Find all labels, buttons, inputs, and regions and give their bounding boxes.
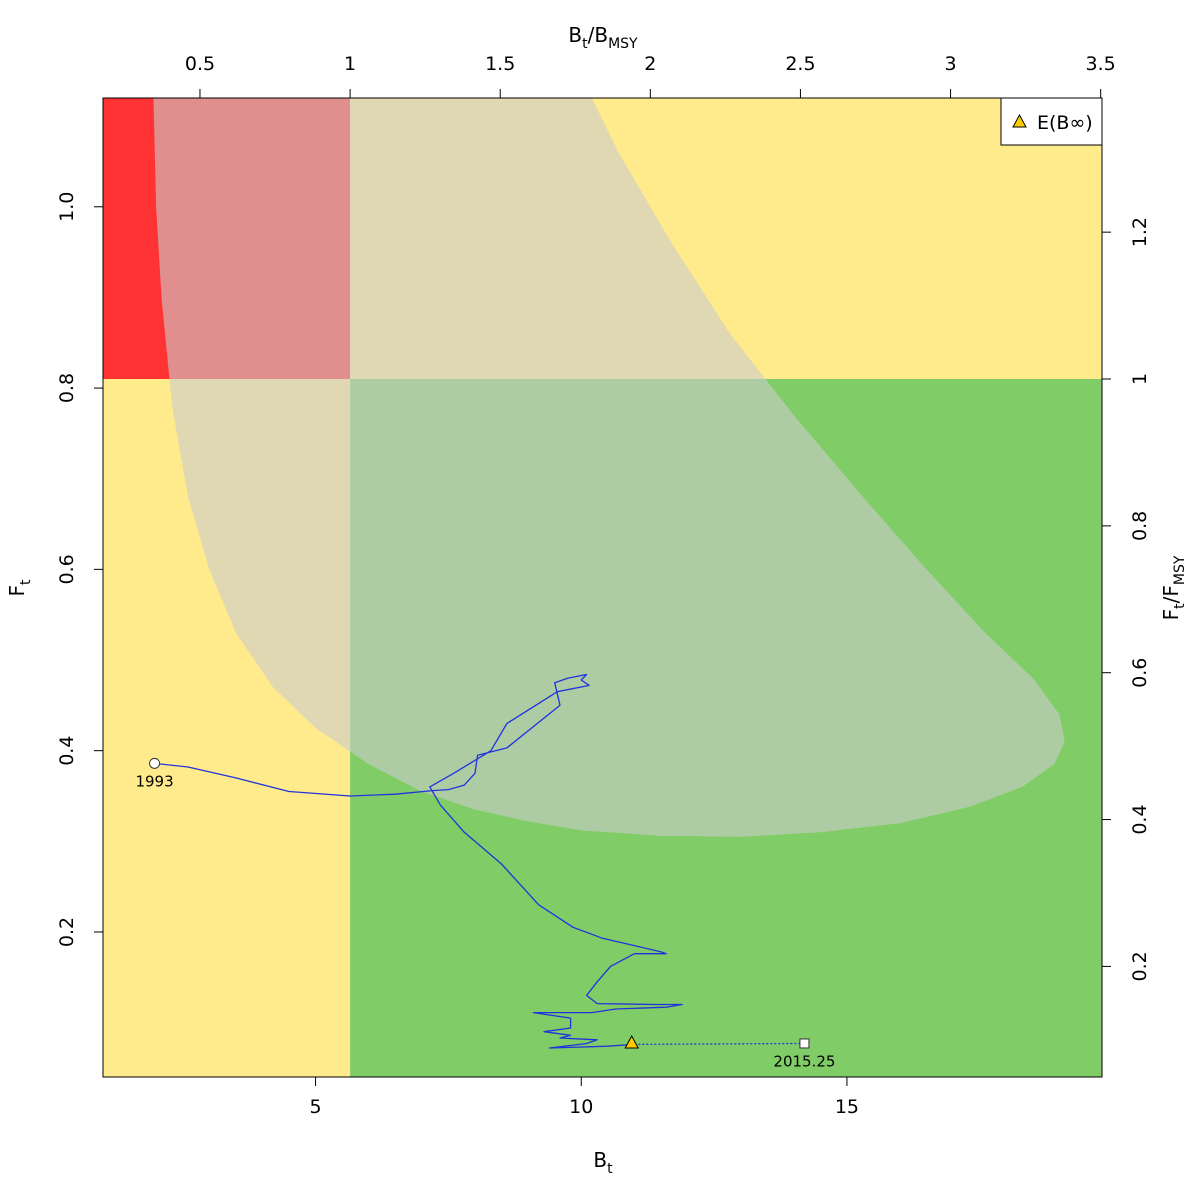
y-axis-title: Ft (5, 579, 34, 597)
top-tick-label: 2 (644, 53, 656, 75)
x-tick-label: 10 (569, 1096, 593, 1118)
x-axis-bottom: 5 10 15 (310, 1076, 859, 1118)
y-axis-left: 0.2 0.4 0.6 0.8 1.0 (56, 192, 104, 947)
top-tick-label: 2.5 (785, 53, 815, 75)
legend-label: E(B∞) (1037, 112, 1093, 134)
end-point-marker (799, 1038, 810, 1049)
right-tick-label: 1.2 (1129, 217, 1151, 247)
start-point-marker (149, 757, 161, 769)
y-tick-label: 0.8 (56, 373, 78, 403)
y-axis-right: 0.2 0.4 0.6 0.8 1 1.2 (1101, 217, 1151, 982)
right-tick-label: 0.6 (1129, 658, 1151, 688)
right-tick-label: 0.8 (1129, 511, 1151, 541)
y-tick-label: 0.2 (56, 917, 78, 947)
right-tick-label: 1 (1129, 373, 1151, 385)
top-tick-label: 1 (344, 53, 356, 75)
point-markers (149, 757, 810, 1049)
y-tick-label: 0.6 (56, 554, 78, 584)
x-tick-label: 5 (310, 1096, 322, 1118)
top-tick-label: 3 (945, 53, 957, 75)
y-tick-label: 0.4 (56, 736, 78, 766)
top-tick-label: 1.5 (485, 53, 515, 75)
y-tick-label: 1.0 (56, 192, 78, 222)
x-tick-label: 15 (835, 1096, 859, 1118)
end-year-label: 2015.25 (773, 1052, 835, 1070)
right-axis-title: Ft/FMSY (1159, 555, 1188, 620)
x-axis-top: 0.5 1 1.5 2 2.5 3 3.5 (185, 53, 1116, 99)
expected-biomass-marker (624, 1035, 640, 1049)
right-tick-label: 0.2 (1129, 951, 1151, 981)
projection-line (634, 1042, 805, 1046)
top-axis-title: Bt/BMSY (568, 23, 638, 52)
right-tick-label: 0.4 (1129, 804, 1151, 834)
legend-triangle-icon (1012, 113, 1027, 128)
x-axis-title: Bt (593, 1148, 613, 1177)
top-tick-label: 0.5 (185, 53, 215, 75)
start-year-label: 1993 (135, 772, 173, 790)
uncertainty-region (153, 98, 1065, 837)
trajectory-layer (154, 673, 805, 1049)
stock-trajectory-line (154, 673, 683, 1049)
legend: E(B∞) (1000, 97, 1103, 146)
top-tick-label: 3.5 (1086, 53, 1116, 75)
uncertainty-ellipse (153, 98, 1065, 837)
